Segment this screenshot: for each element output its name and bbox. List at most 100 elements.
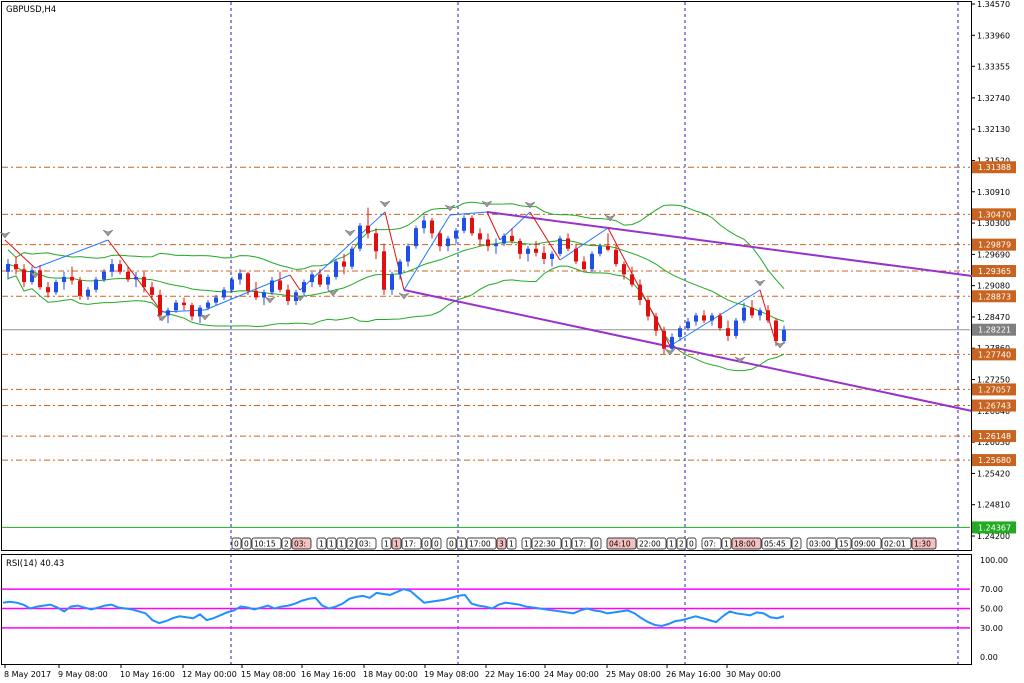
candle-body [630, 274, 634, 285]
time-box-label: 03: [359, 540, 371, 549]
fractal-arrow-icon [344, 229, 356, 237]
candle-body [366, 225, 370, 234]
candle-body [414, 228, 418, 247]
time-box-label: 2 [679, 540, 684, 549]
candle [70, 266, 74, 285]
candle-body [462, 217, 466, 231]
candle [422, 215, 426, 234]
time-box-label: 1 [339, 540, 344, 549]
zigzag-segment [486, 211, 501, 241]
zigzag-segment [289, 274, 301, 291]
time-box-label: 03: [294, 540, 306, 549]
candle [414, 225, 418, 249]
candle-body [422, 220, 426, 229]
candle-body [246, 273, 250, 291]
candle-body [6, 264, 10, 272]
candle-body [550, 253, 554, 259]
candle [742, 302, 746, 324]
time-box-label: 0 [424, 540, 429, 549]
price-tick-label: 1.26030 [977, 438, 1010, 447]
time-box [326, 537, 337, 550]
candle-body [526, 248, 530, 254]
time-axis-label: 12 May 00:00 [182, 670, 237, 679]
candle-body [606, 246, 610, 250]
candle-body [126, 271, 130, 280]
time-box-label: 0 [449, 540, 454, 549]
candle-body [438, 233, 442, 247]
candle [214, 294, 218, 306]
level-price-tag-bg [972, 454, 1016, 467]
price-tick-label: 1.30910 [977, 188, 1010, 197]
price-tick-label: 1.33355 [977, 62, 1010, 71]
candle-body [270, 280, 274, 293]
level-price-tag: 1.30470 [978, 210, 1011, 219]
zigzag-segment [299, 211, 386, 291]
time-box-label: 18:00 [734, 540, 756, 549]
time-axis-label: 19 May 08:00 [424, 670, 479, 679]
candle [454, 228, 458, 244]
candle-body [118, 264, 122, 272]
candle [702, 310, 706, 324]
candle [494, 238, 498, 254]
green-level-tag-bg [972, 521, 1016, 534]
time-box-label: 0 [434, 540, 439, 549]
candle [230, 276, 234, 293]
candle-body [694, 315, 698, 322]
candle-body [774, 320, 778, 342]
candle [750, 300, 754, 318]
channel-lower-line [403, 289, 973, 412]
candle [558, 235, 562, 257]
main-chart-frame [1, 1, 972, 551]
candle-body [206, 302, 210, 308]
fractal-arrow-icon [398, 292, 410, 300]
candle [694, 312, 698, 326]
candle-body [14, 264, 18, 270]
time-box [851, 537, 882, 550]
candle-body [30, 270, 34, 283]
time-box-label: 17:00 [469, 540, 491, 549]
level-price-tag-bg [972, 265, 1016, 278]
level-price-tag-bg [972, 348, 1016, 361]
candle [590, 251, 594, 272]
candle [630, 266, 634, 288]
candle [326, 274, 330, 290]
symbol-title: GBPUSD,H4 [6, 5, 56, 15]
level-price-tag: 1.27740 [978, 350, 1011, 359]
candle [174, 300, 178, 313]
candle [374, 228, 378, 259]
candle-body [166, 310, 170, 316]
candle [150, 282, 154, 301]
candle [238, 269, 242, 285]
candle-body [198, 307, 202, 317]
candle [758, 307, 762, 321]
candle-body [566, 238, 570, 249]
candle-body [302, 282, 306, 293]
candle [478, 228, 482, 247]
candle [470, 215, 474, 236]
time-box [806, 537, 837, 550]
time-box [241, 537, 252, 550]
price-tick-label: 1.27250 [977, 376, 1010, 385]
candle-body [230, 279, 234, 290]
candle-body [190, 305, 194, 317]
candle [342, 253, 346, 275]
candle-body [46, 287, 50, 293]
candle-body [598, 246, 602, 254]
time-box-label: 05:45 [764, 540, 786, 549]
candle [766, 305, 770, 324]
time-box-label: 1 [524, 540, 529, 549]
candle-body [102, 271, 106, 280]
time-box-label: 1 [319, 540, 324, 549]
candle [678, 325, 682, 342]
time-box-label: 03:00 [809, 540, 831, 549]
candle [38, 265, 42, 290]
level-price-tag: 1.28873 [978, 292, 1011, 301]
candle-body [382, 251, 386, 290]
time-box-label: 1:30 [914, 540, 931, 549]
time-box [251, 537, 282, 550]
zigzag-segment [449, 211, 488, 216]
candle [438, 230, 442, 252]
candle [14, 256, 18, 275]
candle [350, 246, 354, 270]
